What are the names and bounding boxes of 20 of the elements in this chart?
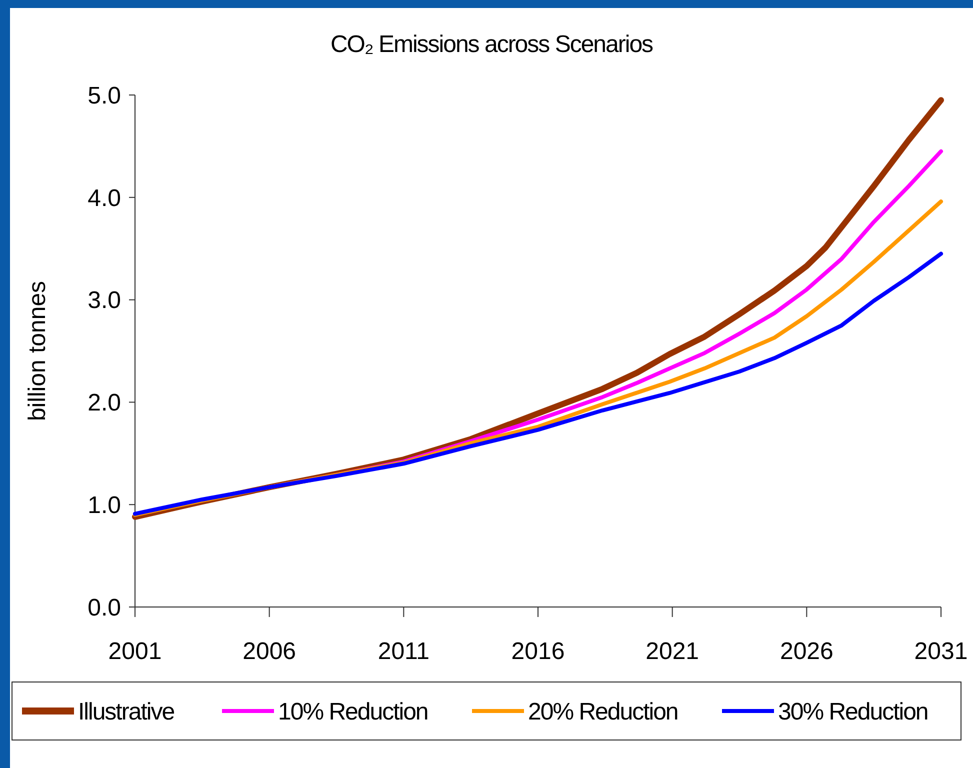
x-tick-label: 2006 (242, 638, 296, 665)
y-tick-label: 3.0 (88, 287, 121, 314)
x-tick-label: 2011 (378, 638, 430, 665)
legend-label: Illustrative (78, 698, 175, 726)
legend-label: 20% Reduction (528, 698, 678, 726)
y-tick-label: 5.0 (88, 82, 121, 110)
legend-label: 10% Reduction (278, 698, 428, 726)
line-series (133, 252, 943, 516)
chart-title: CO₂ Emissions across Scenarios (330, 31, 654, 58)
y-tick-label: 2.0 (88, 390, 121, 417)
x-tick-label: 2026 (780, 638, 834, 665)
x-tick-label: 2016 (511, 638, 565, 665)
y-axis-title: billion tonnes (24, 280, 51, 422)
legend-label: 30% Reduction (778, 698, 928, 726)
y-tick-label: 1.0 (88, 492, 121, 519)
x-tick-label: 2021 (646, 638, 700, 665)
y-tick-label: 0.0 (88, 594, 121, 622)
y-tick-label: 4.0 (88, 184, 121, 212)
x-tick-label: 2001 (108, 638, 162, 665)
x-tick-label: 2031 (914, 638, 968, 665)
